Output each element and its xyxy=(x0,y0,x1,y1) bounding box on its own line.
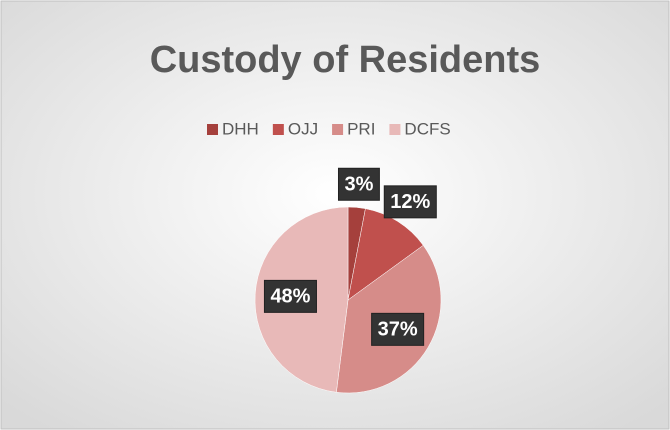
data-label-box xyxy=(371,312,425,346)
data-label-box xyxy=(383,185,437,219)
legend-swatch xyxy=(332,124,344,135)
chart-title: Custody of Residents xyxy=(150,39,541,81)
legend-swatch xyxy=(389,124,401,135)
data-label: 12% xyxy=(390,191,430,213)
data-label: 48% xyxy=(270,286,310,308)
data-label-box xyxy=(263,279,317,313)
data-label: 37% xyxy=(378,319,418,341)
legend-swatch xyxy=(272,124,284,135)
legend-label: PRI xyxy=(347,119,375,138)
data-label: 3% xyxy=(344,174,373,196)
legend-swatch xyxy=(207,124,218,135)
legend-label: OJJ xyxy=(288,119,318,138)
legend-label: DCFS xyxy=(404,119,450,138)
legend-label: DHH xyxy=(222,119,259,138)
pie-slice xyxy=(347,208,424,301)
data-label-box xyxy=(337,167,380,201)
